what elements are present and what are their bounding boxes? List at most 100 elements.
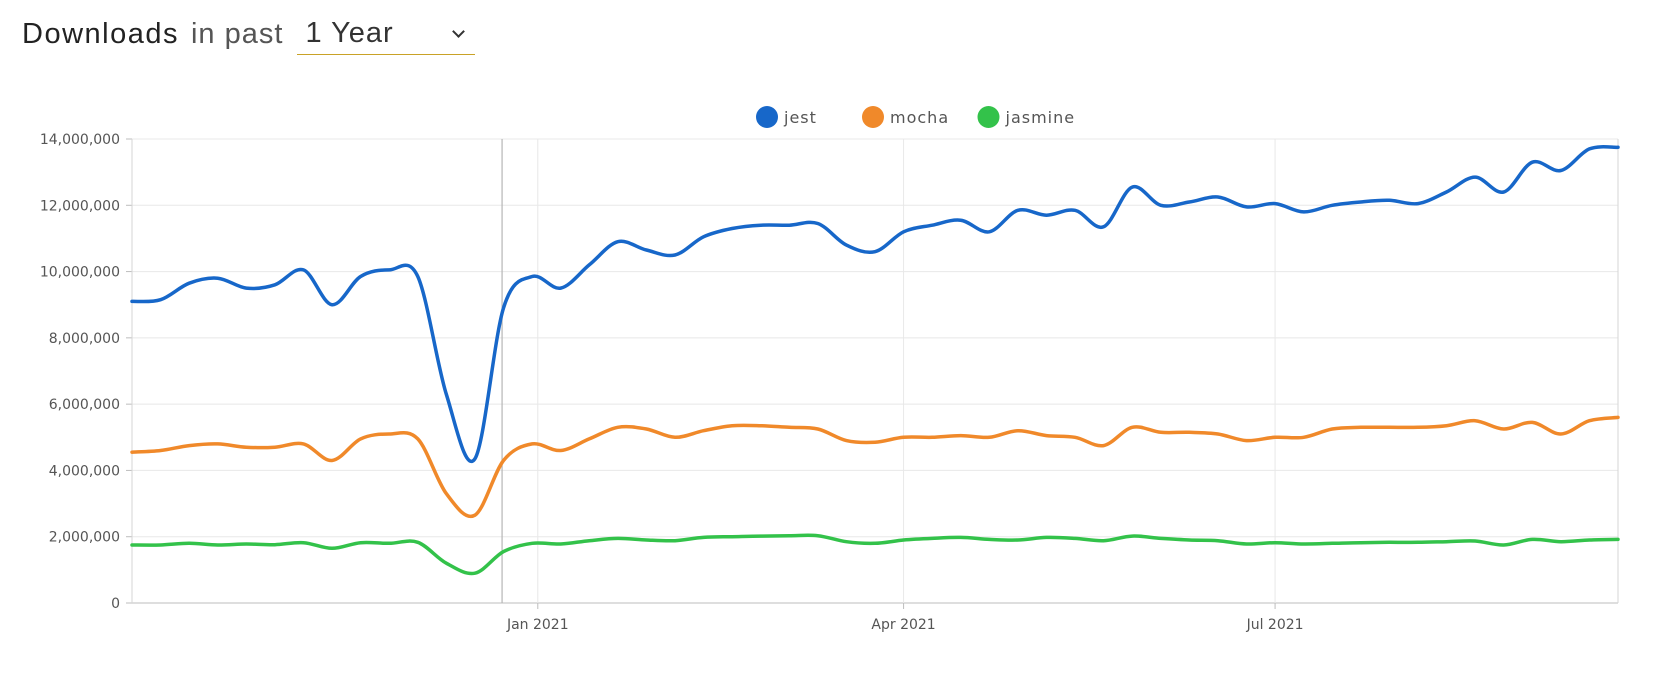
data-point-mocha[interactable] (1043, 432, 1051, 440)
data-point-jasmine[interactable] (700, 533, 708, 541)
data-point-jest[interactable] (128, 297, 136, 305)
data-point-jest[interactable] (1271, 200, 1279, 208)
data-point-jasmine[interactable] (1300, 540, 1308, 548)
data-point-mocha[interactable] (128, 448, 136, 456)
data-point-mocha[interactable] (1500, 425, 1508, 433)
data-point-jasmine[interactable] (1128, 532, 1136, 540)
data-point-jasmine[interactable] (785, 532, 793, 540)
data-point-jasmine[interactable] (1557, 538, 1565, 546)
data-point-jasmine[interactable] (1528, 535, 1536, 543)
series-line-mocha[interactable] (130, 415, 1620, 519)
legend-swatch-jest[interactable] (756, 106, 778, 128)
data-point-mocha[interactable] (1443, 422, 1451, 430)
data-point-jasmine[interactable] (157, 541, 165, 549)
data-point-jest[interactable] (357, 273, 365, 281)
data-point-jasmine[interactable] (614, 534, 622, 542)
data-point-mocha[interactable] (1557, 430, 1565, 438)
data-point-jasmine[interactable] (585, 537, 593, 545)
data-point-jest[interactable] (271, 281, 279, 289)
data-point-jest[interactable] (700, 233, 708, 241)
data-point-mocha[interactable] (871, 438, 879, 446)
data-point-mocha[interactable] (900, 433, 908, 441)
data-point-mocha[interactable] (785, 423, 793, 431)
data-point-jest[interactable] (442, 390, 450, 398)
data-point-jest[interactable] (328, 301, 336, 309)
data-point-mocha[interactable] (1100, 442, 1108, 450)
data-point-jasmine[interactable] (900, 536, 908, 544)
data-point-jest[interactable] (985, 228, 993, 236)
data-point-mocha[interactable] (385, 430, 393, 438)
data-point-jasmine[interactable] (1614, 535, 1622, 543)
data-point-jest[interactable] (1357, 198, 1365, 206)
data-point-jest[interactable] (671, 251, 679, 259)
data-point-jasmine[interactable] (842, 538, 850, 546)
data-point-mocha[interactable] (328, 457, 336, 465)
data-point-jasmine[interactable] (1214, 537, 1222, 545)
data-point-mocha[interactable] (814, 425, 822, 433)
legend-swatch-jasmine[interactable] (977, 106, 1000, 128)
data-point-mocha[interactable] (300, 440, 308, 448)
data-point-mocha[interactable] (985, 433, 993, 441)
data-point-mocha[interactable] (842, 437, 850, 445)
data-point-jasmine[interactable] (328, 544, 336, 552)
legend-swatch-mocha[interactable] (862, 106, 884, 128)
data-point-jasmine[interactable] (1357, 539, 1365, 547)
data-point-jasmine[interactable] (1071, 534, 1079, 542)
data-point-jest[interactable] (1071, 206, 1079, 214)
data-point-mocha[interactable] (585, 435, 593, 443)
data-point-jasmine[interactable] (1414, 538, 1422, 546)
data-point-mocha[interactable] (1528, 418, 1536, 426)
data-point-jasmine[interactable] (185, 539, 193, 547)
data-point-jest[interactable] (1328, 201, 1336, 209)
data-point-jest[interactable] (1043, 211, 1051, 219)
data-point-mocha[interactable] (500, 457, 508, 465)
data-point-jest[interactable] (1014, 206, 1022, 214)
data-point-mocha[interactable] (1585, 417, 1593, 425)
data-point-mocha[interactable] (1357, 423, 1365, 431)
data-point-jest[interactable] (385, 266, 393, 274)
data-point-jest[interactable] (1128, 183, 1136, 191)
data-point-mocha[interactable] (614, 423, 622, 431)
data-point-jasmine[interactable] (528, 539, 536, 547)
data-point-jasmine[interactable] (385, 539, 393, 547)
data-point-jest[interactable] (1585, 145, 1593, 153)
data-point-mocha[interactable] (442, 490, 450, 498)
data-point-mocha[interactable] (1614, 413, 1622, 421)
data-point-jasmine[interactable] (928, 534, 936, 542)
data-point-jest[interactable] (728, 225, 736, 233)
data-point-jest[interactable] (785, 221, 793, 229)
data-point-jest[interactable] (157, 296, 165, 304)
data-point-jasmine[interactable] (1243, 540, 1251, 548)
data-point-jasmine[interactable] (214, 541, 222, 549)
data-point-jest[interactable] (814, 220, 822, 228)
data-point-jest[interactable] (871, 248, 879, 256)
data-point-mocha[interactable] (242, 443, 250, 451)
period-select[interactable]: 1 Year (297, 14, 476, 55)
data-point-mocha[interactable] (1385, 423, 1393, 431)
data-point-mocha[interactable] (528, 440, 536, 448)
data-point-jasmine[interactable] (300, 539, 308, 547)
legend-label-mocha[interactable]: mocha (890, 108, 949, 127)
data-point-jasmine[interactable] (671, 537, 679, 545)
series-line-jasmine[interactable] (130, 533, 1620, 576)
data-point-mocha[interactable] (1471, 417, 1479, 425)
series-line-jest[interactable] (130, 145, 1620, 464)
data-point-mocha[interactable] (157, 447, 165, 455)
data-point-mocha[interactable] (557, 447, 565, 455)
data-point-mocha[interactable] (642, 425, 650, 433)
data-point-mocha[interactable] (700, 427, 708, 435)
data-point-jest[interactable] (300, 266, 308, 274)
data-point-jasmine[interactable] (1328, 539, 1336, 547)
data-point-jasmine[interactable] (271, 541, 279, 549)
data-point-jasmine[interactable] (357, 539, 365, 547)
data-point-mocha[interactable] (1071, 433, 1079, 441)
data-point-jest[interactable] (1528, 158, 1536, 166)
data-point-jest[interactable] (614, 238, 622, 246)
data-point-jasmine[interactable] (1443, 538, 1451, 546)
data-point-mocha[interactable] (185, 442, 193, 450)
data-point-jest[interactable] (1557, 167, 1565, 175)
data-point-jest[interactable] (642, 246, 650, 254)
data-point-mocha[interactable] (1328, 425, 1336, 433)
data-point-jasmine[interactable] (1271, 539, 1279, 547)
data-point-jasmine[interactable] (500, 548, 508, 556)
